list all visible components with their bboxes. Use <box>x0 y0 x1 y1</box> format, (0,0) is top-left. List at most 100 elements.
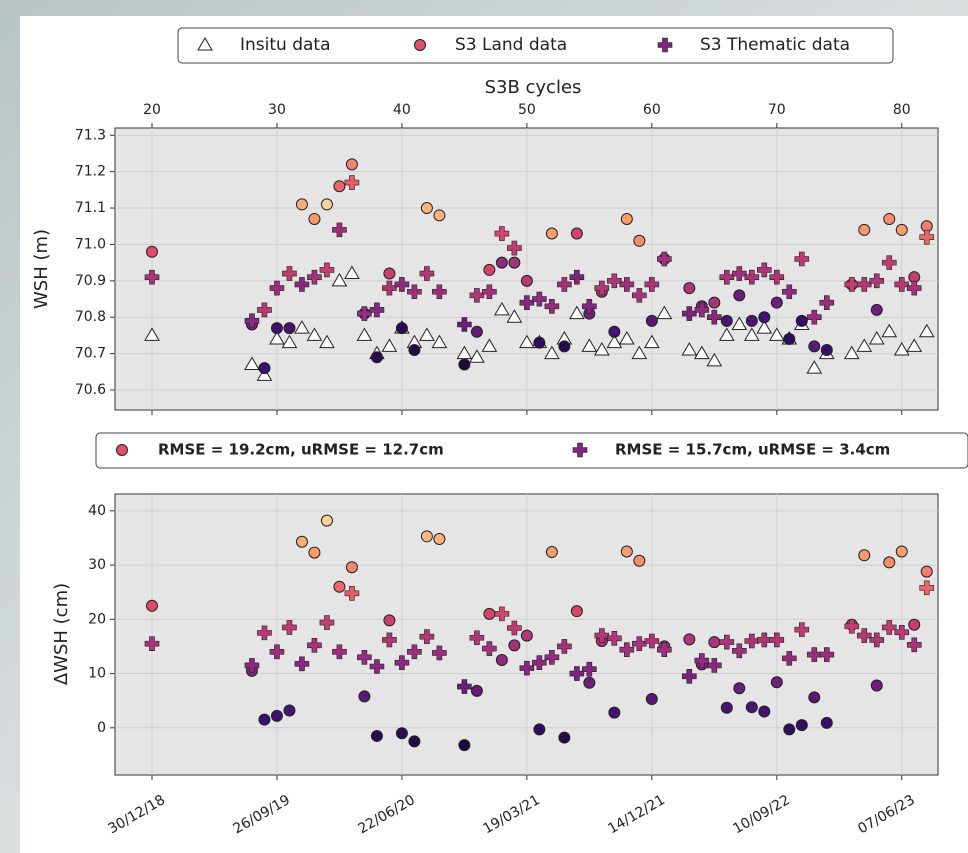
data-point <box>308 212 321 225</box>
data-point <box>781 284 797 300</box>
data-point <box>332 644 347 660</box>
data-point <box>706 352 723 367</box>
data-point <box>269 644 285 660</box>
data-point <box>258 713 271 726</box>
data-point <box>419 327 435 341</box>
y-tick-label: 10 <box>88 666 106 682</box>
data-point <box>743 327 760 341</box>
data-point <box>457 679 472 694</box>
data-point <box>795 314 808 327</box>
data-point <box>420 202 433 215</box>
data-point <box>244 313 260 329</box>
data-point <box>557 277 572 292</box>
data-point <box>357 306 372 321</box>
data-point <box>645 693 658 706</box>
data-point <box>495 256 508 269</box>
data-point <box>319 615 335 630</box>
data-point <box>581 338 598 352</box>
data-point <box>719 269 735 285</box>
legend-marker <box>414 39 426 51</box>
data-point <box>533 336 546 349</box>
data-point <box>533 723 546 736</box>
data-point <box>758 311 771 324</box>
data-point <box>256 367 273 381</box>
data-point <box>420 530 433 543</box>
data-point <box>783 723 796 736</box>
data-point <box>919 580 935 596</box>
x-tick-label: 70 <box>768 102 786 118</box>
data-point <box>657 251 672 267</box>
data-point <box>806 360 823 374</box>
data-point <box>558 340 571 353</box>
data-point <box>693 345 710 360</box>
y-tick-label: 20 <box>88 611 106 627</box>
data-point <box>906 637 922 653</box>
data-point <box>494 301 510 316</box>
legend-label: S3 Land data <box>455 35 567 55</box>
legend-label: S3 Thematic data <box>700 35 850 55</box>
data-point <box>781 651 797 666</box>
x-tick-label: 80 <box>893 102 911 118</box>
data-point <box>457 317 472 332</box>
data-point <box>508 256 521 269</box>
data-point <box>844 619 860 634</box>
data-point <box>394 277 410 292</box>
data-point <box>895 223 908 236</box>
data-point <box>482 641 497 656</box>
data-point <box>545 227 558 240</box>
data-point <box>607 630 622 646</box>
data-point <box>768 327 785 341</box>
data-point <box>708 636 721 649</box>
data-point <box>594 628 610 643</box>
data-point <box>270 709 283 722</box>
data-point <box>145 599 158 612</box>
x-tick-label: 40 <box>393 102 411 118</box>
data-point <box>869 632 885 648</box>
data-point <box>570 227 583 240</box>
data-point <box>620 545 633 558</box>
y-tick-label: 71.3 <box>75 127 106 143</box>
data-point <box>795 719 808 732</box>
data-point <box>593 341 610 356</box>
legend-marker <box>657 37 673 53</box>
data-point <box>881 255 897 270</box>
y-axis-label: WSH (m) <box>31 229 52 309</box>
x-tick-label: 30 <box>268 102 286 118</box>
data-point <box>657 642 672 657</box>
data-point <box>257 625 272 641</box>
data-point <box>543 345 560 360</box>
legend-box <box>95 432 968 469</box>
data-point <box>283 322 296 335</box>
data-point <box>358 690 371 703</box>
data-point <box>881 323 898 338</box>
data-point <box>333 580 346 593</box>
data-point <box>370 729 383 742</box>
data-point <box>394 655 410 671</box>
data-point <box>656 305 673 320</box>
data-point <box>644 633 660 649</box>
data-point <box>407 284 422 300</box>
data-point <box>733 682 746 695</box>
data-point <box>619 642 635 657</box>
data-point <box>794 622 810 637</box>
data-point <box>482 284 497 300</box>
data-point <box>308 546 321 559</box>
data-point <box>794 251 810 267</box>
data-point <box>382 280 397 296</box>
data-point <box>819 647 835 662</box>
data-point <box>694 302 710 318</box>
data-point <box>808 340 821 353</box>
data-point <box>731 316 748 330</box>
data-point <box>356 327 373 341</box>
data-point <box>520 274 533 287</box>
y-tick-label: 40 <box>88 503 106 519</box>
data-point <box>369 659 385 674</box>
y-axis-label: ΔWSH (cm) <box>51 583 72 685</box>
data-point <box>532 291 547 307</box>
data-point <box>718 327 735 341</box>
x-tick-label: 60 <box>643 102 661 118</box>
data-point <box>620 212 633 225</box>
data-point <box>606 334 623 349</box>
data-point <box>756 320 773 334</box>
